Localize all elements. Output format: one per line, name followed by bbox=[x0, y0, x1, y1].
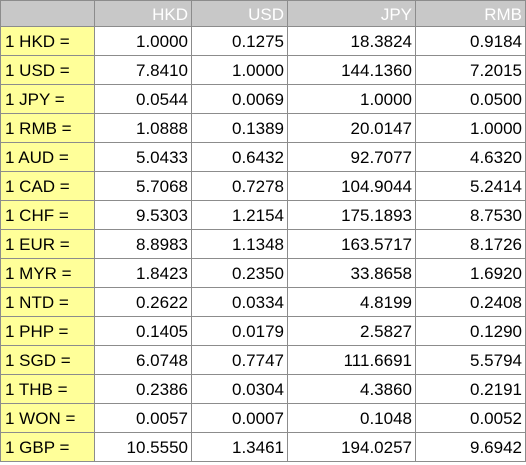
table-row: 1 JPY = 0.0544 0.0069 1.0000 0.0500 bbox=[0, 84, 526, 114]
row-label-cell[interactable]: 1 NTD = bbox=[0, 287, 95, 317]
row-label-cell[interactable]: 1 THB = bbox=[0, 374, 95, 404]
row-label-cell[interactable]: 1 EUR = bbox=[0, 229, 95, 259]
rate-cell[interactable]: 0.0500 bbox=[415, 84, 526, 114]
rate-cell[interactable]: 0.1048 bbox=[287, 403, 416, 433]
table-row: 1 PHP = 0.1405 0.0179 2.5827 0.1290 bbox=[0, 316, 526, 346]
rate-cell[interactable]: 0.2386 bbox=[94, 374, 192, 404]
table-row: 1 SGD = 6.0748 0.7747 111.6691 5.5794 bbox=[0, 345, 526, 375]
rate-cell[interactable]: 5.2414 bbox=[415, 171, 526, 201]
row-label-cell[interactable]: 1 GBP = bbox=[0, 432, 95, 462]
rate-cell[interactable]: 20.0147 bbox=[287, 113, 416, 143]
rate-cell[interactable]: 0.1275 bbox=[191, 26, 288, 56]
rate-cell[interactable]: 0.0069 bbox=[191, 84, 288, 114]
rate-cell[interactable]: 0.0304 bbox=[191, 374, 288, 404]
rate-cell[interactable]: 9.6942 bbox=[415, 432, 526, 462]
column-header-jpy: JPY bbox=[287, 0, 416, 27]
table-row: 1 AUD = 5.0433 0.6432 92.7077 4.6320 bbox=[0, 142, 526, 172]
rate-cell[interactable]: 5.7068 bbox=[94, 171, 192, 201]
table-row: 1 GBP = 10.5550 1.3461 194.0257 9.6942 bbox=[0, 432, 526, 462]
rate-cell[interactable]: 0.2408 bbox=[415, 287, 526, 317]
rate-cell[interactable]: 5.0433 bbox=[94, 142, 192, 172]
rate-cell[interactable]: 1.0888 bbox=[94, 113, 192, 143]
rate-cell[interactable]: 0.2191 bbox=[415, 374, 526, 404]
rate-cell[interactable]: 1.8423 bbox=[94, 258, 192, 288]
rate-cell[interactable]: 0.2622 bbox=[94, 287, 192, 317]
column-header-rmb: RMB bbox=[415, 0, 526, 27]
column-header-usd: USD bbox=[191, 0, 288, 27]
rate-cell[interactable]: 104.9044 bbox=[287, 171, 416, 201]
table-row: 1 EUR = 8.8983 1.1348 163.5717 8.1726 bbox=[0, 229, 526, 259]
rate-cell[interactable]: 0.0334 bbox=[191, 287, 288, 317]
rate-cell[interactable]: 10.5550 bbox=[94, 432, 192, 462]
row-label-cell[interactable]: 1 RMB = bbox=[0, 113, 95, 143]
rate-cell[interactable]: 0.0007 bbox=[191, 403, 288, 433]
corner-cell bbox=[0, 0, 95, 27]
rate-cell[interactable]: 4.6320 bbox=[415, 142, 526, 172]
rate-cell[interactable]: 0.1405 bbox=[94, 316, 192, 346]
row-label-cell[interactable]: 1 JPY = bbox=[0, 84, 95, 114]
rate-cell[interactable]: 0.6432 bbox=[191, 142, 288, 172]
rate-cell[interactable]: 6.0748 bbox=[94, 345, 192, 375]
table-row: 1 CAD = 5.7068 0.7278 104.9044 5.2414 bbox=[0, 171, 526, 201]
rate-cell[interactable]: 0.7747 bbox=[191, 345, 288, 375]
rate-cell[interactable]: 2.5827 bbox=[287, 316, 416, 346]
rate-cell[interactable]: 144.1360 bbox=[287, 55, 416, 85]
rate-cell[interactable]: 7.8410 bbox=[94, 55, 192, 85]
rate-cell[interactable]: 8.8983 bbox=[94, 229, 192, 259]
row-label-cell[interactable]: 1 CHF = bbox=[0, 200, 95, 230]
rate-cell[interactable]: 0.7278 bbox=[191, 171, 288, 201]
table-row: 1 RMB = 1.0888 0.1389 20.0147 1.0000 bbox=[0, 113, 526, 143]
row-label-cell[interactable]: 1 HKD = bbox=[0, 26, 95, 56]
rate-cell[interactable]: 7.2015 bbox=[415, 55, 526, 85]
rate-cell[interactable]: 8.1726 bbox=[415, 229, 526, 259]
row-label-cell[interactable]: 1 PHP = bbox=[0, 316, 95, 346]
rate-cell[interactable]: 8.7530 bbox=[415, 200, 526, 230]
rate-cell[interactable]: 4.8199 bbox=[287, 287, 416, 317]
row-label-cell[interactable]: 1 CAD = bbox=[0, 171, 95, 201]
rate-cell[interactable]: 0.2350 bbox=[191, 258, 288, 288]
rate-cell[interactable]: 0.9184 bbox=[415, 26, 526, 56]
rate-cell[interactable]: 1.6920 bbox=[415, 258, 526, 288]
rate-cell[interactable]: 1.0000 bbox=[415, 113, 526, 143]
rate-cell[interactable]: 0.1290 bbox=[415, 316, 526, 346]
rate-cell[interactable]: 1.0000 bbox=[287, 84, 416, 114]
row-label-cell[interactable]: 1 USD = bbox=[0, 55, 95, 85]
table-body: 1 HKD = 1.0000 0.1275 18.3824 0.9184 1 USD = 7… bbox=[0, 26, 526, 462]
rate-cell[interactable]: 1.2154 bbox=[191, 200, 288, 230]
row-label-cell[interactable]: 1 AUD = bbox=[0, 142, 95, 172]
table-row: 1 CHF = 9.5303 1.2154 175.1893 8.7530 bbox=[0, 200, 526, 230]
table-row: 1 USD = 7.8410 1.0000 144.1360 7.2015 bbox=[0, 55, 526, 85]
rate-cell[interactable]: 0.0052 bbox=[415, 403, 526, 433]
rate-cell[interactable]: 175.1893 bbox=[287, 200, 416, 230]
table-row: 1 WON = 0.0057 0.0007 0.1048 0.0052 bbox=[0, 403, 526, 433]
rate-cell[interactable]: 1.0000 bbox=[94, 26, 192, 56]
row-label-cell[interactable]: 1 SGD = bbox=[0, 345, 95, 375]
table-row: 1 THB = 0.2386 0.0304 4.3860 0.2191 bbox=[0, 374, 526, 404]
rate-cell[interactable]: 0.0057 bbox=[94, 403, 192, 433]
rate-cell[interactable]: 0.0544 bbox=[94, 84, 192, 114]
rate-cell[interactable]: 1.1348 bbox=[191, 229, 288, 259]
rate-cell[interactable]: 0.0179 bbox=[191, 316, 288, 346]
rate-cell[interactable]: 18.3824 bbox=[287, 26, 416, 56]
table-row: 1 HKD = 1.0000 0.1275 18.3824 0.9184 bbox=[0, 26, 526, 56]
row-label-cell[interactable]: 1 MYR = bbox=[0, 258, 95, 288]
rate-cell[interactable]: 4.3860 bbox=[287, 374, 416, 404]
table-row: 1 NTD = 0.2622 0.0334 4.8199 0.2408 bbox=[0, 287, 526, 317]
rate-cell[interactable]: 194.0257 bbox=[287, 432, 416, 462]
row-label-cell[interactable]: 1 WON = bbox=[0, 403, 95, 433]
rate-cell[interactable]: 33.8658 bbox=[287, 258, 416, 288]
rate-cell[interactable]: 111.6691 bbox=[287, 345, 416, 375]
table-row: 1 MYR = 1.8423 0.2350 33.8658 1.6920 bbox=[0, 258, 526, 288]
rate-cell[interactable]: 92.7077 bbox=[287, 142, 416, 172]
header-row: HKD USD JPY RMB bbox=[0, 0, 526, 27]
rate-cell[interactable]: 163.5717 bbox=[287, 229, 416, 259]
rate-cell[interactable]: 5.5794 bbox=[415, 345, 526, 375]
rate-cell[interactable]: 0.1389 bbox=[191, 113, 288, 143]
column-header-hkd: HKD bbox=[94, 0, 192, 27]
rate-cell[interactable]: 9.5303 bbox=[94, 200, 192, 230]
rate-cell[interactable]: 1.3461 bbox=[191, 432, 288, 462]
rate-cell[interactable]: 1.0000 bbox=[191, 55, 288, 85]
